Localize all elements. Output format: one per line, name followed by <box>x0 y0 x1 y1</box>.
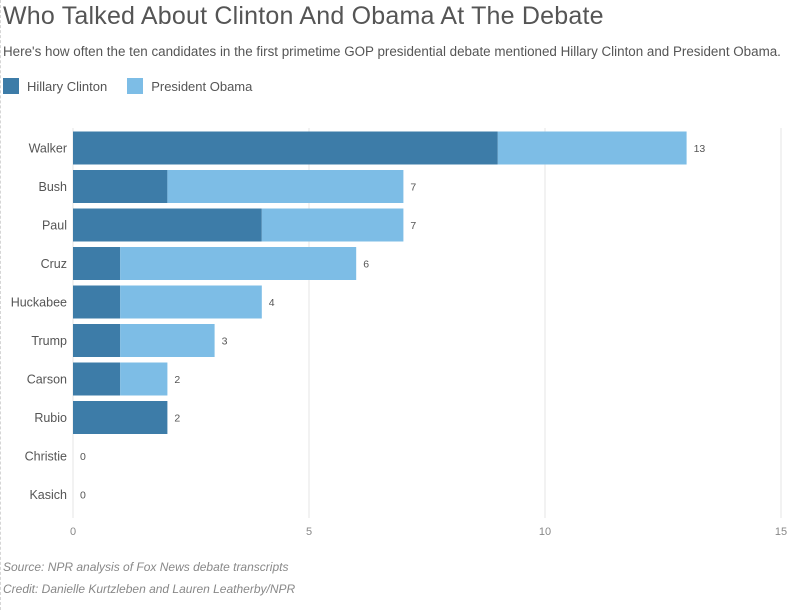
category-label: Trump <box>31 334 67 348</box>
legend-item-obama: President Obama <box>127 78 252 94</box>
total-value-label: 2 <box>174 374 180 386</box>
bar-clinton <box>73 247 121 280</box>
total-value-label: 4 <box>269 297 275 309</box>
bar-clinton <box>73 324 121 357</box>
chart-title: Who Talked About Clinton And Obama At Th… <box>3 2 604 30</box>
total-value-label: 3 <box>222 336 228 348</box>
total-value-label: 7 <box>410 220 416 232</box>
bar-clinton <box>73 170 168 203</box>
x-tick-label: 10 <box>539 526 551 538</box>
bar-clinton <box>73 285 121 319</box>
category-label: Cruz <box>41 257 67 271</box>
x-tick-label: 5 <box>306 526 312 538</box>
category-label: Walker <box>29 142 67 156</box>
bar-clinton <box>73 208 262 242</box>
x-tick-label: 15 <box>775 526 787 538</box>
bar-obama <box>497 131 687 165</box>
bar-obama <box>120 285 262 319</box>
bar-obama <box>120 362 168 396</box>
bar-obama <box>261 208 404 242</box>
legend-item-clinton: Hillary Clinton <box>3 78 107 94</box>
total-value-label: 7 <box>410 182 416 194</box>
x-tick-label: 0 <box>70 526 76 538</box>
legend-swatch-clinton <box>3 78 19 94</box>
legend-label-obama: President Obama <box>151 78 253 94</box>
category-label: Huckabee <box>11 296 67 310</box>
bar-clinton <box>73 401 168 434</box>
credit-note: Credit: Danielle Kurtzleben and Lauren L… <box>3 582 296 596</box>
total-value-label: 0 <box>80 490 86 502</box>
bar-obama <box>120 324 215 357</box>
total-value-label: 0 <box>80 451 86 463</box>
source-note: Source: NPR analysis of Fox News debate … <box>3 560 289 574</box>
bar-obama <box>167 170 404 203</box>
bar-clinton <box>73 131 498 165</box>
bar-clinton <box>73 362 121 396</box>
category-label: Carson <box>27 373 67 387</box>
legend: Hillary Clinton President Obama <box>3 77 272 95</box>
total-value-label: 13 <box>694 143 706 155</box>
left-dashed-rule <box>0 0 1 610</box>
bar-chart: 0 5 10 15 Walker 13 Bush 7 Paul 7 Cruz 6 Huckabee 4 Tr… <box>11 128 787 538</box>
legend-swatch-obama <box>127 78 144 94</box>
bar-obama <box>120 247 357 280</box>
legend-label-clinton: Hillary Clinton <box>27 78 108 94</box>
total-value-label: 6 <box>363 259 369 271</box>
chart-subtitle: Here's how often the ten candidates in t… <box>3 44 781 59</box>
total-value-label: 2 <box>174 413 180 425</box>
category-label: Paul <box>42 219 67 233</box>
category-label: Christie <box>25 450 67 464</box>
category-label: Bush <box>39 180 68 194</box>
category-label: Kasich <box>29 488 67 502</box>
category-label: Rubio <box>34 411 67 425</box>
